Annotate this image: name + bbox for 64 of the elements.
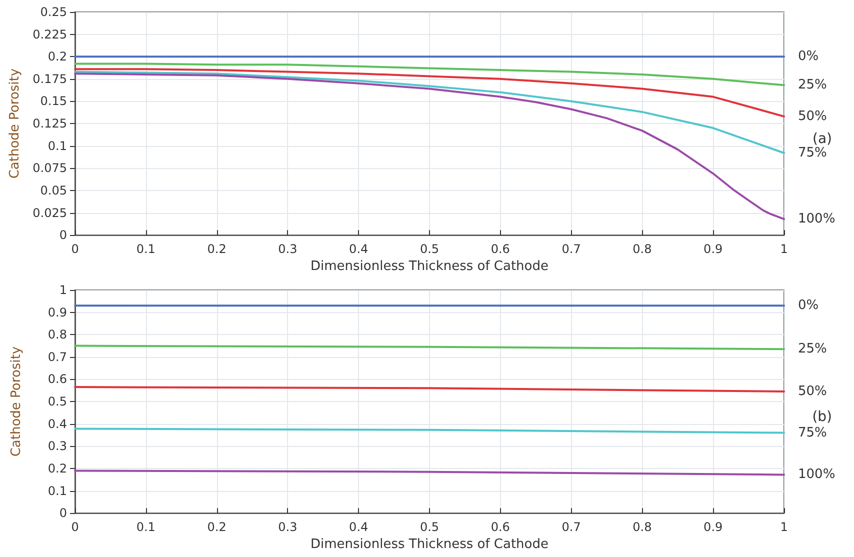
y-axis-title: Cathode Porosity (8, 68, 23, 179)
y-tick-label: 0.6 (48, 372, 67, 386)
x-tick-label: 0.2 (207, 520, 226, 534)
series-label: 50% (798, 384, 827, 400)
y-tick-label: 0.2 (48, 50, 67, 64)
y-tick-label: 0.9 (48, 305, 67, 320)
x-tick-label: 1 (780, 520, 788, 534)
x-tick-label: 0.9 (704, 242, 723, 256)
y-tick-label: 0.2 (48, 461, 67, 476)
line-series (74, 68, 785, 118)
y-tick-label: 0.05 (40, 183, 67, 198)
series-label: 25% (798, 78, 827, 93)
x-axis-title: Dimensionless Thickness of Cathode (310, 537, 549, 552)
y-tick-label: 1 (59, 283, 67, 297)
line-series (74, 70, 785, 154)
x-tick-label: 0.3 (278, 520, 298, 534)
x-tick-label: 0.6 (490, 242, 510, 256)
x-tick-label: 1 (780, 242, 788, 256)
series-label: 0% (798, 298, 819, 314)
x-tick-label: 0.9 (704, 520, 723, 534)
y-tick-label: 0.125 (32, 116, 67, 131)
y-tick-label: 0.25 (40, 5, 67, 19)
x-axis-title: Dimensionless Thickness of Cathode (310, 259, 549, 274)
y-tick-label: 0.5 (48, 394, 67, 409)
y-tick-label: 0.1 (48, 484, 67, 498)
x-tick-label: 0 (71, 242, 79, 256)
y-tick-label: 0.075 (32, 161, 67, 176)
text: (b) (812, 409, 832, 425)
y-tick-label: 0.3 (48, 439, 67, 454)
x-tick-label: 0.5 (420, 242, 440, 256)
series-label: 50% (798, 108, 827, 124)
x-tick-label: 0.7 (562, 520, 581, 534)
x-tick-label: 0.2 (207, 242, 226, 256)
x-tick-label: 0.1 (136, 520, 156, 534)
x-tick-label: 0.3 (278, 242, 298, 256)
y-tick-label: 0.1 (48, 138, 67, 153)
y-tick-label: 0.8 (48, 328, 67, 342)
series-label: 75% (798, 146, 827, 160)
x-tick-label: 0.4 (349, 520, 368, 534)
series-label: 100% (798, 467, 836, 482)
line-series (74, 62, 785, 86)
series-label: 25% (798, 342, 827, 357)
y-tick-label: 0.7 (48, 350, 67, 364)
y-axis-title: Cathode Porosity (9, 346, 24, 457)
y-tick-label: 0.15 (40, 94, 67, 108)
x-tick-label: 0.5 (420, 520, 440, 534)
y-tick-label: 0.175 (32, 72, 67, 86)
text: (a) (812, 131, 832, 147)
line-series (74, 72, 785, 220)
series-label: 0% (798, 49, 819, 64)
y-tick-label: 0 (59, 228, 67, 242)
x-tick-label: 0.7 (562, 242, 581, 256)
x-tick-label: 0.6 (490, 520, 510, 534)
y-tick-label: 0.025 (32, 206, 67, 220)
x-tick-label: 0.8 (632, 520, 652, 534)
y-tick-label: 0.4 (48, 416, 67, 431)
x-tick-label: 0 (71, 520, 79, 534)
y-tick-label: 0.225 (32, 27, 67, 42)
series-label: 75% (798, 425, 827, 440)
x-tick-label: 0.8 (632, 242, 652, 256)
y-tick-label: 0 (59, 506, 67, 520)
x-tick-label: 0.1 (136, 242, 156, 256)
series-label: 100% (798, 212, 836, 227)
x-tick-label: 0.4 (349, 242, 368, 256)
